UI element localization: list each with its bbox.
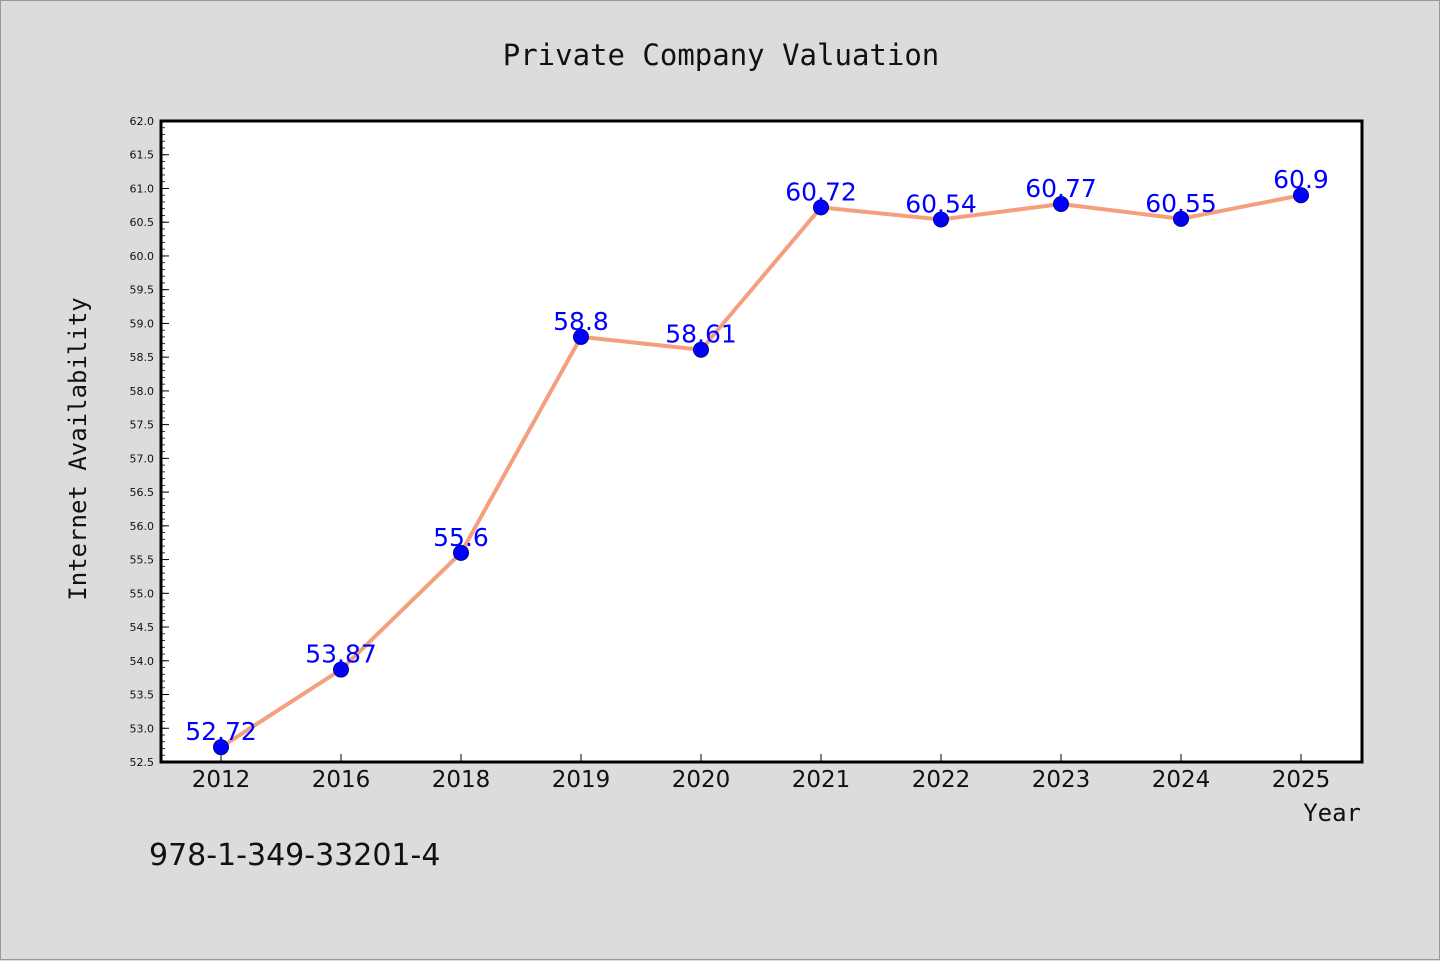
x-tick-label: 2024	[1152, 767, 1211, 793]
data-point	[1293, 187, 1309, 204]
data-label: 60.77	[1025, 174, 1097, 203]
y-tick-label: 61.5	[130, 149, 155, 162]
y-tick-label: 56.0	[130, 520, 155, 533]
series-line	[219, 193, 1303, 750]
data-point	[693, 341, 709, 358]
x-tick-label: 2018	[432, 767, 491, 793]
y-tick-label: 60.0	[130, 250, 155, 263]
y-tick-label: 57.5	[130, 419, 155, 432]
y-tick-label: 52.5	[130, 756, 155, 769]
data-label: 60.9	[1273, 165, 1329, 194]
x-axis-title: Year	[1303, 799, 1361, 827]
x-tick-label: 2012	[192, 767, 251, 793]
y-tick-label: 54.5	[130, 621, 155, 634]
y-tick-label: 57.0	[130, 452, 155, 465]
y-tick-label: 62.0	[130, 115, 155, 128]
data-point	[333, 661, 349, 678]
data-label: 58.61	[665, 320, 737, 349]
x-tick-label: 2022	[912, 767, 971, 793]
y-tick-label: 55.0	[130, 587, 155, 600]
data-label: 52.72	[185, 717, 257, 746]
data-point	[933, 211, 949, 228]
y-tick-label: 59.5	[130, 284, 155, 297]
y-tick-label: 55.5	[130, 554, 155, 567]
data-label: 55.6	[433, 523, 489, 552]
x-tick-label: 2025	[1272, 767, 1331, 793]
x-tick-label: 2021	[792, 767, 851, 793]
data-label: 58.8	[553, 307, 609, 336]
y-axis-title: Internet Availability	[64, 297, 92, 600]
chart-title: Private Company Valuation	[503, 38, 940, 72]
y-tick-label: 56.5	[130, 486, 155, 499]
isbn-annotation: 978-1-349-33201-4	[149, 838, 440, 873]
x-tick-label: 2020	[672, 767, 731, 793]
y-tick-label: 53.0	[130, 722, 155, 735]
data-point	[813, 199, 829, 216]
y-tick-label: 61.0	[130, 182, 155, 195]
data-point	[213, 739, 229, 756]
x-tick-label: 2023	[1032, 767, 1091, 793]
y-tick-label: 60.5	[130, 216, 155, 229]
series: 52.72 53.87 55.6 58.8 58.61 60.72 60.54 60.77 60…	[185, 165, 1329, 756]
data-label: 60.54	[905, 190, 977, 219]
y-tick-label: 54.0	[130, 655, 155, 668]
x-tick-label: 2019	[552, 767, 611, 793]
plot-area	[159, 119, 1364, 764]
data-point	[1173, 210, 1189, 227]
data-label: 60.55	[1145, 189, 1217, 218]
y-tick-label: 58.5	[130, 351, 155, 364]
x-tick-label: 2016	[312, 767, 371, 793]
y-tick-label: 53.5	[130, 689, 155, 702]
y-tick-label: 58.0	[130, 385, 155, 398]
data-point	[453, 544, 469, 561]
data-label: 53.87	[305, 640, 377, 669]
data-label: 60.72	[785, 177, 857, 206]
data-point	[1053, 195, 1069, 212]
x-axis: 2012 2016 2018 2019 2020 2021 2022 2023 2024 2025	[192, 754, 1331, 793]
y-axis: 52.5 53.0 53.5 54.0 54.5 55.0 55.5 56.0 56.5 57.0…	[130, 115, 169, 769]
y-tick-label: 59.0	[130, 317, 155, 330]
data-point	[573, 328, 589, 345]
